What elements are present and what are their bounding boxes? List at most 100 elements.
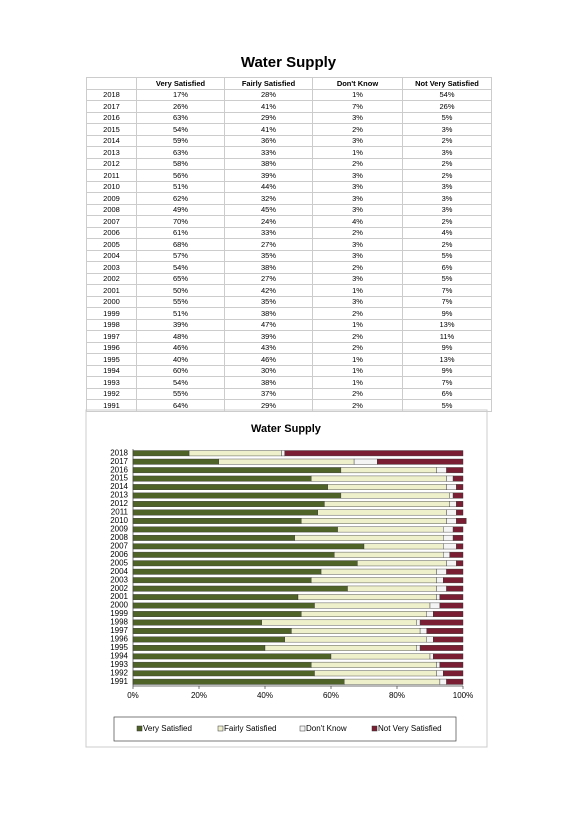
y-tick-label: 2006 xyxy=(110,550,128,559)
bar-segment xyxy=(377,458,464,465)
bar-segment xyxy=(357,560,447,567)
bar-segment xyxy=(443,551,451,558)
bar-segment xyxy=(446,509,457,516)
bar-segment xyxy=(188,450,282,457)
bar-segment xyxy=(132,501,325,507)
bar-segment xyxy=(446,467,464,474)
value-cell: 62% xyxy=(136,192,225,205)
bar-segment xyxy=(327,484,447,490)
value-cell: 54% xyxy=(136,123,225,136)
bar-segment xyxy=(426,628,464,634)
value-cell: 2% xyxy=(402,238,492,251)
bar-segment xyxy=(311,577,437,584)
table-row: 2011 56% 39% 3% 2% xyxy=(86,169,492,182)
bar-segment xyxy=(446,560,457,567)
data-table: Very Satisfied Fairly Satisfied Don't Know… xyxy=(86,77,492,412)
x-tick-label: 100% xyxy=(453,691,473,700)
value-cell: 5% xyxy=(402,399,492,412)
bar-segment xyxy=(452,534,464,541)
x-tick-label: 80% xyxy=(389,691,405,700)
bar-segment xyxy=(456,501,464,507)
chart-title: Water Supply xyxy=(251,423,322,435)
value-cell: 3% xyxy=(312,238,403,251)
y-tick-label: 1995 xyxy=(110,643,128,652)
table-row: 2004 57% 35% 3% 5% xyxy=(86,249,492,262)
y-tick-label: 2016 xyxy=(110,465,128,474)
year-cell: 2012 xyxy=(86,157,137,170)
bar-segment xyxy=(416,619,421,626)
table-row: 2010 51% 44% 3% 3% xyxy=(86,180,492,193)
y-tick-label: 2003 xyxy=(110,575,128,584)
year-cell: 1991 xyxy=(86,399,137,412)
table-row: 2005 68% 27% 3% 2% xyxy=(86,238,492,251)
bar-segment xyxy=(311,661,437,668)
chart-frame xyxy=(85,409,488,748)
bar-segment xyxy=(353,458,378,465)
bar-segment xyxy=(132,619,262,626)
bar-segment xyxy=(132,678,345,685)
bar-segment xyxy=(291,628,421,634)
year-cell: 2006 xyxy=(86,226,137,239)
bar-segment xyxy=(314,602,431,609)
value-cell: 2% xyxy=(402,215,492,228)
bar-segment xyxy=(452,492,464,499)
bar-segment xyxy=(449,501,457,507)
bar-segment xyxy=(132,661,312,668)
bar-segment xyxy=(330,653,431,660)
bar-segment xyxy=(452,526,464,533)
value-cell: 3% xyxy=(402,192,492,205)
bar-segment xyxy=(132,450,190,457)
bar-segment xyxy=(132,568,322,575)
bar-segment xyxy=(439,602,464,609)
value-cell: 68% xyxy=(136,238,225,251)
value-cell: 3% xyxy=(312,169,403,182)
value-cell: 3% xyxy=(402,180,492,193)
year-cell: 2005 xyxy=(86,238,137,251)
legend-box xyxy=(113,716,457,742)
bar-segment xyxy=(449,492,454,499)
bar-segment xyxy=(436,594,441,601)
legend-label: Not Very Satisfied xyxy=(378,724,442,733)
y-tick-label: 1999 xyxy=(110,609,128,618)
value-cell: 63% xyxy=(136,146,225,159)
y-tick-label: 1991 xyxy=(110,677,128,686)
bar-segment xyxy=(132,551,335,558)
value-cell: 2% xyxy=(402,157,492,170)
bar-segment xyxy=(301,518,447,524)
value-cell: 3% xyxy=(402,203,492,216)
y-tick-label: 1997 xyxy=(110,626,128,635)
bar-segment xyxy=(132,602,315,609)
bar-segment xyxy=(439,594,464,601)
y-tick-label: 2009 xyxy=(110,525,128,534)
bar-segment xyxy=(132,543,365,550)
bar-segment xyxy=(284,450,464,457)
bar-segment xyxy=(416,645,421,651)
y-tick-label: 2018 xyxy=(110,448,128,457)
year-cell: 2008 xyxy=(86,203,137,216)
bar-segment xyxy=(132,467,342,474)
table-row: 2012 58% 38% 2% 2% xyxy=(86,157,492,170)
y-tick-label: 2004 xyxy=(110,567,128,576)
bar-segment xyxy=(301,611,427,617)
bar-segment xyxy=(261,619,418,626)
bar-segment xyxy=(436,467,447,474)
bar-segment xyxy=(132,458,220,465)
bar-segment xyxy=(340,467,437,474)
value-cell: 38% xyxy=(224,157,313,170)
bar-segment xyxy=(433,636,464,643)
year-cell: 2013 xyxy=(86,146,137,159)
value-cell: 3% xyxy=(402,123,492,136)
bar-segment xyxy=(281,450,285,457)
bar-segment xyxy=(132,611,302,617)
bar-segment xyxy=(436,661,441,668)
bar-segment xyxy=(132,653,332,660)
y-tick-label: 1993 xyxy=(110,660,128,669)
bar-segment xyxy=(426,636,434,643)
y-tick-label: 2010 xyxy=(110,516,128,525)
bar-segment xyxy=(419,645,464,651)
bar-segment xyxy=(456,560,464,567)
y-tick-label: 2017 xyxy=(110,457,128,466)
header-row: Very Satisfied Fairly Satisfied Don't Know… xyxy=(86,77,492,90)
y-tick-label: 1992 xyxy=(110,668,128,677)
